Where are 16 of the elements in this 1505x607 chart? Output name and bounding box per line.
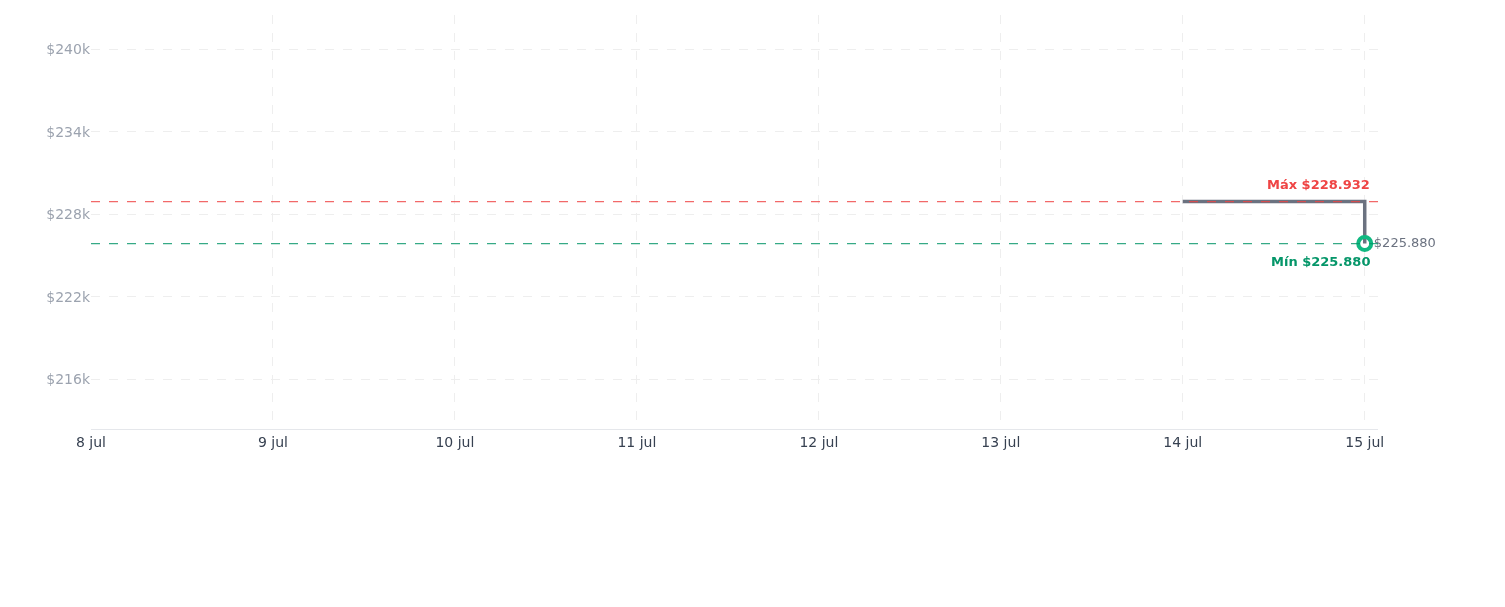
x-tick-label: 14 jul [1163, 433, 1203, 450]
x-tick-label: 10 jul [435, 433, 475, 450]
x-tick-label: 9 jul [257, 433, 288, 450]
y-tick-label: $240k [46, 41, 91, 58]
y-tick-label: $234k [46, 123, 91, 140]
x-tick-label: 8 jul [75, 433, 107, 450]
y-tick-label: $228k [46, 206, 91, 223]
y-tick-label: $216k [46, 371, 91, 388]
data-label: $225.880 [1373, 234, 1436, 250]
x-tick-label: 12 jul [799, 433, 839, 450]
ref-line-label: Máx $228.932 [1267, 177, 1370, 192]
x-tick-label: 11 jul [617, 433, 657, 450]
x-tick-label: 15 jul [1345, 433, 1385, 450]
y-tick-label: $222k [46, 288, 91, 305]
ref-line-label: Mín $225.880 [1271, 254, 1371, 269]
x-tick-label: 13 jul [981, 433, 1021, 450]
